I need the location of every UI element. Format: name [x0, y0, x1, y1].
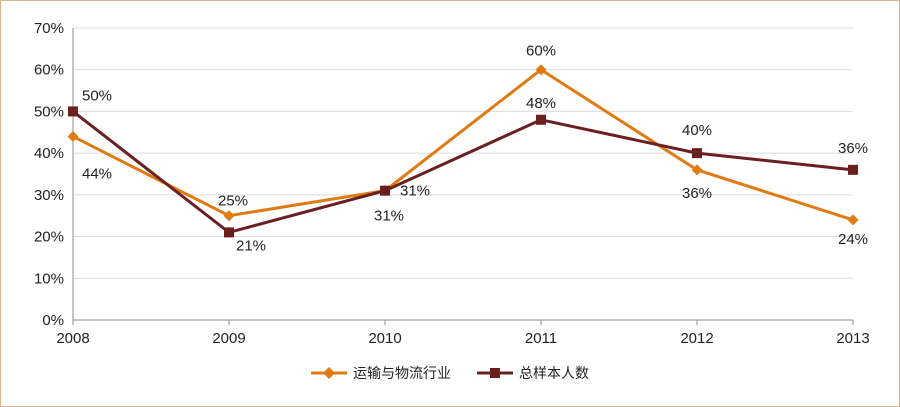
series-2-data-label: 40%: [682, 122, 712, 139]
y-tick-label: 60%: [34, 62, 64, 79]
x-tick-label: 2011: [525, 330, 557, 347]
y-tick-label: 50%: [34, 103, 64, 120]
series-layer: [67, 64, 859, 238]
axis-layer: 0% 10% 20% 30% 40% 50% 60% 70% 2008 2009 2010 2011 2…: [34, 20, 870, 347]
grid-layer: [73, 27, 853, 279]
series-1-data-label: 31%: [374, 208, 404, 225]
series-2-data-label: 21%: [236, 237, 266, 254]
series-2-point: [692, 148, 702, 159]
y-tick-label: 20%: [34, 229, 64, 246]
series-2-point: [224, 227, 234, 238]
series-1-data-label: 25%: [218, 193, 248, 210]
series-2-data-label: 50%: [82, 87, 112, 104]
series-1-point: [847, 214, 859, 226]
series-2-data-label: 31%: [400, 183, 430, 200]
x-tick-label: 2009: [212, 330, 245, 347]
series-line-1: [72, 67, 854, 222]
series-1-point: [67, 130, 79, 142]
x-tick-label: 2013: [836, 330, 869, 347]
y-tick-label: 40%: [34, 145, 64, 162]
series-2-point: [848, 164, 858, 175]
legend-label-series-2: 总样本人数: [519, 366, 589, 382]
legend-marker-series-1: [323, 367, 335, 379]
series-1-data-label: 24%: [838, 231, 868, 248]
series-2-data-label: 36%: [838, 140, 868, 157]
series-1-data-label: 36%: [682, 185, 712, 202]
series-1-point: [691, 164, 703, 176]
label-layer: 44% 25% 31% 60% 36% 24% 50% 21% 31% 48% 40% 36%: [82, 43, 868, 255]
series-2-point: [380, 185, 390, 196]
y-tick-label: 10%: [34, 270, 64, 287]
x-tick-label: 2008: [56, 330, 89, 347]
y-tick-label: 0%: [42, 312, 64, 329]
series-1-point: [223, 210, 235, 222]
x-tick-label: 2010: [368, 330, 401, 347]
series-1-data-label: 60%: [526, 43, 556, 60]
legend-item-series-2: 总样本人数: [477, 366, 589, 382]
series-line-2: [72, 110, 854, 235]
y-tick-label: 70%: [34, 20, 64, 37]
series-1-data-label: 44%: [82, 165, 112, 182]
series-2-data-label: 48%: [526, 95, 556, 112]
legend-marker-series-2: [490, 368, 500, 378]
series-1-point: [535, 64, 547, 76]
legend-label-series-1: 运输与物流行业: [353, 366, 451, 382]
x-tick-label: 2012: [680, 330, 713, 347]
y-tick-label: 30%: [34, 187, 64, 204]
legend: 运输与物流行业 总样本人数: [311, 366, 589, 382]
series-2-point: [68, 106, 78, 117]
legend-item-series-1: 运输与物流行业: [311, 366, 451, 382]
series-2-point: [536, 114, 546, 125]
